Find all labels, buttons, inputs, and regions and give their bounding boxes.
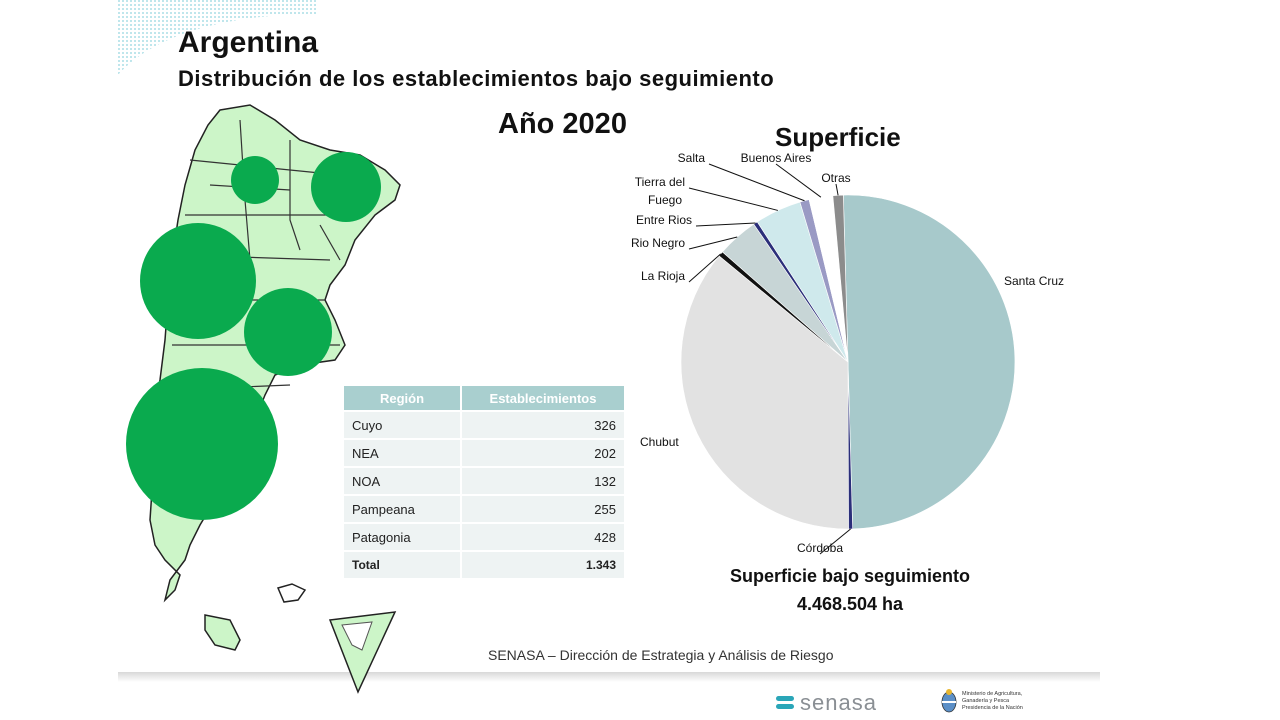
- senasa-mark-icon: [776, 696, 794, 710]
- table-header-establishments: Establecimientos: [462, 386, 624, 410]
- table-cell-region: Cuyo: [344, 412, 460, 438]
- table-total-label: Total: [344, 552, 460, 578]
- table-cell-region: Patagonia: [344, 524, 460, 550]
- pie-leader-line: [688, 187, 779, 211]
- pie-label: Rio Negro: [631, 236, 685, 250]
- pie-label: Santa Cruz: [1004, 274, 1064, 288]
- table-cell-region: NEA: [344, 440, 460, 466]
- argentina-map: [126, 104, 401, 694]
- corner-pattern: [118, 0, 318, 75]
- pie-leader-line: [688, 236, 738, 250]
- tierra-del-fuego: [204, 614, 241, 651]
- antarctic-land: [341, 621, 373, 651]
- coat-of-arms-icon: [941, 689, 957, 713]
- pie-label: Salta: [678, 151, 706, 165]
- table-header-row: Región Establecimientos: [344, 386, 624, 410]
- ministry-line: Presidencia de la Nación: [962, 704, 1023, 711]
- ministry-line: Ganadería y Pesca: [962, 697, 1010, 704]
- pie-label: Otras: [821, 171, 850, 185]
- bubble-patagonia: [126, 368, 278, 520]
- page-title: Argentina: [178, 26, 319, 59]
- table-header-region: Región: [344, 386, 460, 410]
- ministry-line: Ministerio de Agricultura,: [962, 690, 1023, 697]
- bubble-noa: [231, 156, 279, 204]
- pie-leader-line: [695, 222, 756, 227]
- pie-label: La Rioja: [641, 269, 685, 283]
- page-subtitle: Distribución de los establecimientos baj…: [178, 66, 775, 91]
- table-cell-value: 428: [462, 524, 624, 550]
- table-row: Pampeana 255: [344, 496, 624, 522]
- year-label: Año 2020: [498, 108, 627, 140]
- table-row: Patagonia 428: [344, 524, 624, 550]
- bubble-cuyo: [140, 223, 256, 339]
- table-cell-value: 326: [462, 412, 624, 438]
- pie-title: Superficie: [775, 122, 901, 152]
- table-cell-value: 255: [462, 496, 624, 522]
- pie-leader-line: [708, 163, 805, 202]
- table-total-row: Total 1.343: [344, 552, 624, 578]
- table-cell-value: 202: [462, 440, 624, 466]
- pie-leader-line: [835, 183, 839, 196]
- table-row: NOA 132: [344, 468, 624, 494]
- table-total-value: 1.343: [462, 552, 624, 578]
- pie-label: Tierra del Fuego: [635, 175, 685, 207]
- table-row: Cuyo 326: [344, 412, 624, 438]
- pie-slice: [843, 194, 1016, 530]
- surface-summary-value: 4.468.504 ha: [796, 594, 904, 614]
- senasa-logo-text: senasa: [800, 690, 877, 715]
- pie-label: Chubut: [640, 435, 679, 449]
- malvinas-islands: [276, 583, 307, 603]
- table-cell-region: Pampeana: [344, 496, 460, 522]
- table-row: NEA 202: [344, 440, 624, 466]
- surface-pie-chart: Santa Cruz Córdoba Chubut La Rioja Rio Negro…: [631, 151, 1064, 555]
- pie-label: Entre Rios: [636, 213, 692, 227]
- pie-leader-line: [688, 253, 722, 283]
- pie-leader-line: [775, 163, 822, 198]
- pie-leader-line: [819, 528, 851, 555]
- pie-label: Buenos Aires: [741, 151, 812, 165]
- pie-slice: [680, 255, 849, 530]
- senasa-logo: senasa: [776, 690, 877, 716]
- region-table: Región Establecimientos Cuyo 326 NEA 202…: [342, 384, 626, 580]
- table-cell-value: 132: [462, 468, 624, 494]
- slide-shadow: [118, 672, 1100, 682]
- bubble-pampeana: [244, 288, 332, 376]
- pie-label: Córdoba: [797, 541, 843, 555]
- ministry-logo: Ministerio de Agricultura, Ganadería y P…: [940, 688, 1054, 714]
- bubble-nea: [311, 152, 381, 222]
- table-cell-region: NOA: [344, 468, 460, 494]
- surface-summary-label: Superficie bajo seguimiento: [729, 566, 971, 586]
- footer-credit: SENASA – Dirección de Estrategia y Análi…: [488, 647, 834, 663]
